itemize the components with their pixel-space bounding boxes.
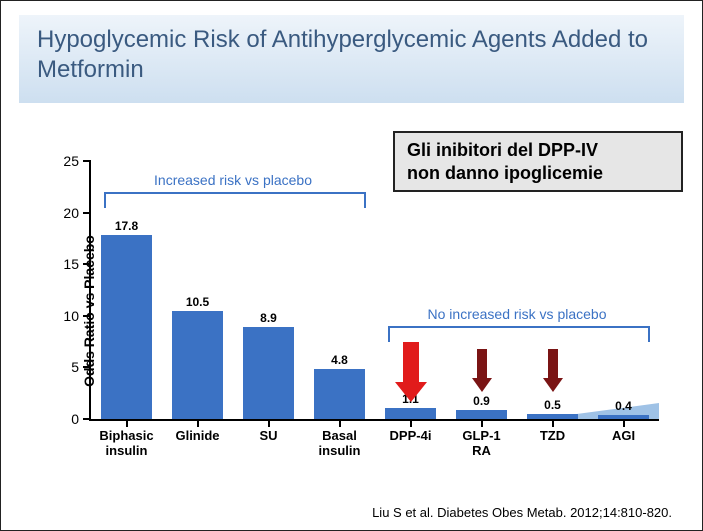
category-label: GLP-1 RA: [462, 429, 500, 459]
down-arrow-icon: [391, 342, 431, 403]
bar: [172, 311, 223, 419]
category-label: TZD: [540, 429, 565, 444]
bar-value-label: 0.4: [615, 399, 632, 413]
bar: [598, 415, 649, 419]
bar: [527, 414, 578, 419]
bar: [456, 410, 507, 419]
bar: [101, 235, 152, 419]
bracket: [104, 192, 366, 208]
y-tick-label: 25: [63, 153, 79, 169]
category-label: Glinide: [175, 429, 219, 444]
bracket: [388, 326, 650, 342]
bracket-label: Increased risk vs placebo: [154, 172, 312, 188]
bar-value-label: 0.9: [473, 394, 490, 408]
down-arrow-icon: [462, 349, 502, 392]
bar-value-label: 8.9: [260, 311, 277, 325]
category-label: SU: [259, 429, 277, 444]
bar: [385, 408, 436, 419]
citation: Liu S et al. Diabetes Obes Metab. 2012;1…: [372, 505, 672, 520]
y-tick-label: 15: [63, 256, 79, 272]
bar-value-label: 4.8: [331, 353, 348, 367]
y-tick-label: 10: [63, 308, 79, 324]
category-label: Basal insulin: [319, 429, 361, 459]
category-label: Biphasic insulin: [99, 429, 153, 459]
plot-area: 051015202517.8Biphasic insulin10.5Glinid…: [89, 161, 659, 421]
title-band: Hypoglycemic Risk of Antihyperglycemic A…: [19, 15, 684, 103]
y-tick-label: 0: [71, 411, 79, 427]
bar-chart: Odds Ratio vs Placebo 051015202517.8Biph…: [39, 161, 659, 461]
page-title: Hypoglycemic Risk of Antihyperglycemic A…: [37, 25, 666, 85]
bracket-label: No increased risk vs placebo: [428, 306, 607, 322]
bar-value-label: 17.8: [115, 219, 138, 233]
y-tick-label: 5: [71, 359, 79, 375]
bar-value-label: 10.5: [186, 295, 209, 309]
category-label: DPP-4i: [390, 429, 432, 444]
bar: [243, 327, 294, 419]
bar: [314, 369, 365, 419]
callout-line1: Gli inibitori del DPP-IV: [407, 139, 669, 162]
y-tick-label: 20: [63, 205, 79, 221]
down-arrow-icon: [533, 349, 573, 392]
bar-value-label: 0.5: [544, 398, 561, 412]
category-label: AGI: [612, 429, 635, 444]
